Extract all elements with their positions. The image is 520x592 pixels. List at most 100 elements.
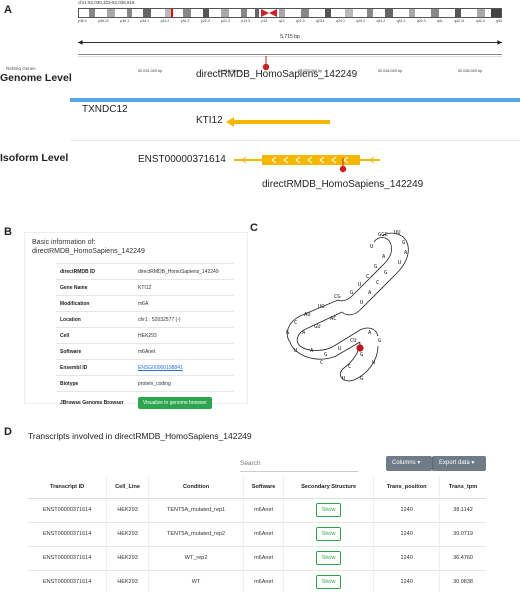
table-cell: Show bbox=[283, 546, 375, 571]
table-row: ENST00000371614 HEK293 WT m6Anet Show 1240 30.… bbox=[28, 570, 486, 592]
basic-info-value: chr1 : 52032577 (-) bbox=[134, 311, 234, 328]
basic-info-key: directRMDB ID bbox=[56, 263, 134, 280]
svg-text:GGC: GGC bbox=[378, 232, 388, 238]
basic-info-value: m6Anet bbox=[134, 343, 234, 360]
genome-level-label: Genome Level bbox=[0, 72, 72, 84]
show-structure-button[interactable]: Show bbox=[315, 575, 342, 589]
svg-text:UU: UU bbox=[394, 230, 401, 236]
kti12-gene-feature[interactable] bbox=[226, 115, 336, 133]
column-header[interactable]: Software bbox=[243, 476, 284, 499]
panel-letter-b: B bbox=[4, 226, 12, 238]
column-header[interactable]: Trans_position bbox=[373, 476, 441, 499]
basic-info-key: Biotype bbox=[56, 375, 134, 392]
show-structure-button[interactable]: Show bbox=[315, 551, 342, 565]
table-cell: ENST00000371614 bbox=[28, 546, 108, 571]
band-label: p36.12 bbox=[98, 19, 109, 23]
basic-info-key: Location bbox=[56, 311, 134, 328]
table-cell: Show bbox=[283, 522, 375, 547]
column-header[interactable]: Transcript ID bbox=[28, 476, 108, 499]
chromosome-ideogram bbox=[78, 8, 502, 18]
isoform-transcript-feature[interactable] bbox=[234, 153, 384, 172]
ruler-tick-label: 52,033,000 bp bbox=[298, 69, 323, 73]
column-header[interactable]: Condition bbox=[148, 476, 245, 499]
column-header[interactable]: Cell_Line bbox=[106, 476, 149, 499]
transcript-divider bbox=[70, 98, 520, 102]
table-cell: ENST00000371614 bbox=[28, 498, 108, 523]
band-label: q21.3 bbox=[295, 19, 305, 23]
basic-info-value: Visualize in genome browser bbox=[134, 391, 234, 413]
table-cell: ENST00000371614 bbox=[28, 570, 108, 592]
svg-text:C: C bbox=[348, 364, 351, 370]
svg-text:CU: CU bbox=[350, 338, 357, 344]
panel-letter-c: C bbox=[250, 222, 258, 234]
table-row: ENST00000371614 HEK293 WT_rep2 m6Anet Show 12… bbox=[28, 546, 486, 571]
genome-site-marker bbox=[262, 56, 270, 77]
svg-text:GU: GU bbox=[314, 324, 321, 330]
svg-text:AC: AC bbox=[330, 316, 337, 322]
transcript-label: ENST00000371614 bbox=[138, 154, 226, 165]
band-labels: p36.2 p36.12 p35.1 p34.1 p32.2 p31.2 p22.3 p21.… bbox=[78, 19, 502, 23]
svg-text:U: U bbox=[294, 348, 297, 354]
svg-text:A: A bbox=[302, 330, 306, 336]
track-label: RefSeq Genes bbox=[6, 66, 36, 71]
band-label: q42.3 bbox=[476, 19, 485, 23]
band-label: p35.1 bbox=[120, 19, 130, 23]
coordinate-ruler: 5,715 bp ◀ ▶ 52,031,000 bp 52,032,000 bp 5… bbox=[78, 30, 502, 73]
basic-info-row: Modification m6A bbox=[56, 295, 234, 312]
span-label: 5,715 bp bbox=[280, 34, 300, 40]
table-cell: TENT5A_mutated_rep2 bbox=[148, 522, 245, 547]
band-label: q32.1 bbox=[396, 19, 406, 23]
svg-text:CG: CG bbox=[334, 294, 341, 300]
table-cell: 30.9838 bbox=[439, 570, 486, 592]
band-label: q25.2 bbox=[356, 19, 366, 23]
ruler-tick-label: 52,035,000 bp bbox=[458, 69, 483, 73]
table-cell: WT_rep2 bbox=[148, 546, 245, 571]
svg-text:G: G bbox=[402, 240, 405, 246]
search-input[interactable] bbox=[240, 456, 358, 472]
band-label: q23.1 bbox=[315, 19, 325, 23]
panel-letter-a: A bbox=[4, 4, 12, 16]
basic-info-key: JBrowse Genome Browser bbox=[56, 391, 134, 413]
svg-text:G: G bbox=[378, 338, 381, 344]
column-header[interactable]: Secondary Structure bbox=[283, 476, 375, 499]
svg-text:U: U bbox=[358, 282, 361, 288]
basic-info-row: directRMDB ID directRMDB_HomoSapiens_1422… bbox=[56, 263, 234, 280]
visualize-genome-browser-button[interactable]: Visualize in genome browser bbox=[138, 396, 212, 409]
basic-info-value: ENSG00000198841 bbox=[134, 359, 234, 376]
table-cell: 1240 bbox=[373, 522, 441, 547]
basic-info-value: KTI12 bbox=[134, 279, 234, 296]
band-label: q24.1 bbox=[336, 19, 345, 23]
gene-label-txndc12: TXNDC12 bbox=[82, 104, 128, 115]
band-label: q12 bbox=[278, 19, 285, 23]
table-cell: 1240 bbox=[373, 570, 441, 592]
basic-info-row: Location chr1 : 52032577 (-) bbox=[56, 311, 234, 328]
svg-text:C: C bbox=[294, 320, 297, 326]
svg-text:C: C bbox=[366, 274, 369, 280]
ensembl-id-link[interactable]: ENSG00000198841 bbox=[138, 364, 183, 371]
basic-info-row: Biotype protein_coding bbox=[56, 375, 234, 392]
ruler-left-arrow-icon: ◀ bbox=[78, 40, 83, 46]
basic-info-key: Ensembl ID bbox=[56, 359, 134, 376]
svg-text:U: U bbox=[370, 244, 373, 250]
band-label: q42.11 bbox=[454, 19, 465, 23]
basic-info-key: Modification bbox=[56, 295, 134, 312]
export-data-button[interactable]: Export data ▾ bbox=[432, 456, 486, 471]
svg-text:C: C bbox=[320, 360, 323, 366]
svg-text:G: G bbox=[324, 352, 327, 358]
show-structure-button[interactable]: Show bbox=[315, 503, 342, 517]
panel-letter-d: D bbox=[4, 426, 12, 438]
basic-info-value: m6A bbox=[134, 295, 234, 312]
basic-info-table: directRMDB ID directRMDB_HomoSapiens_1422… bbox=[56, 263, 234, 413]
genome-site-label: directRMDB_HomoSapiens_142249 bbox=[196, 69, 358, 80]
columns-button[interactable]: Columns ▾ bbox=[386, 456, 432, 471]
ruler-tick-label: 52,034,000 bp bbox=[378, 69, 403, 73]
svg-text:U: U bbox=[342, 376, 345, 382]
svg-text:U: U bbox=[372, 360, 375, 366]
band-label: p21.3 bbox=[221, 19, 230, 23]
table-cell: 1240 bbox=[373, 498, 441, 523]
basic-info-row: Cell HEK293 bbox=[56, 327, 234, 344]
show-structure-button[interactable]: Show bbox=[315, 527, 342, 541]
basic-info-title: Basic information of: directRMDB_HomoSap… bbox=[32, 239, 145, 255]
column-header[interactable]: Trans_tpm bbox=[439, 476, 486, 499]
